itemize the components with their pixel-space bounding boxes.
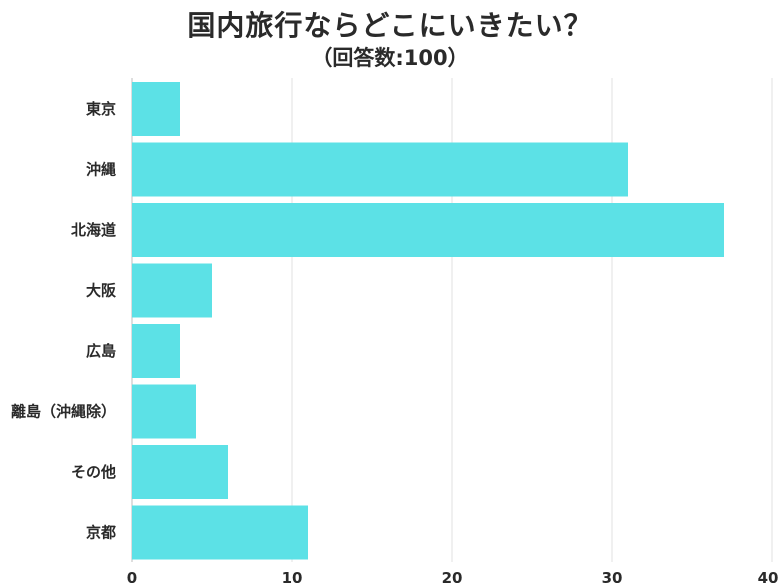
- bar: [132, 445, 228, 499]
- bar: [132, 324, 180, 378]
- bar: [132, 203, 724, 257]
- bar: [132, 505, 308, 560]
- x-tick-label: 10: [282, 569, 303, 585]
- category-label: 京都: [86, 524, 116, 542]
- category-label: 北海道: [71, 221, 116, 239]
- category-label: 大阪: [86, 282, 117, 300]
- bar: [132, 384, 196, 439]
- category-label: 離島（沖縄除）: [11, 403, 116, 421]
- bar: [132, 82, 180, 136]
- chart-subtitle: （回答数:100）: [311, 46, 469, 70]
- category-label: 広島: [86, 342, 116, 360]
- bars: [132, 82, 724, 560]
- category-label: その他: [71, 463, 116, 481]
- x-tick-labels: 0 10 20 30 40: [127, 569, 779, 585]
- x-tick-label: 40: [758, 569, 779, 585]
- category-label: 東京: [86, 100, 116, 118]
- x-tick-label: 20: [442, 569, 463, 585]
- category-label: 沖縄: [86, 161, 116, 179]
- x-tick-label: 30: [602, 569, 623, 585]
- x-tick-label: 0: [127, 569, 137, 585]
- chart-title: 国内旅行ならどこにいきたい？: [187, 9, 593, 42]
- bar: [132, 263, 212, 318]
- bar: [132, 142, 628, 197]
